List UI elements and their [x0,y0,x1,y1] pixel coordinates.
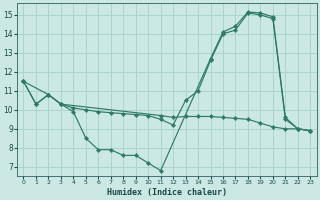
X-axis label: Humidex (Indice chaleur): Humidex (Indice chaleur) [107,188,227,197]
